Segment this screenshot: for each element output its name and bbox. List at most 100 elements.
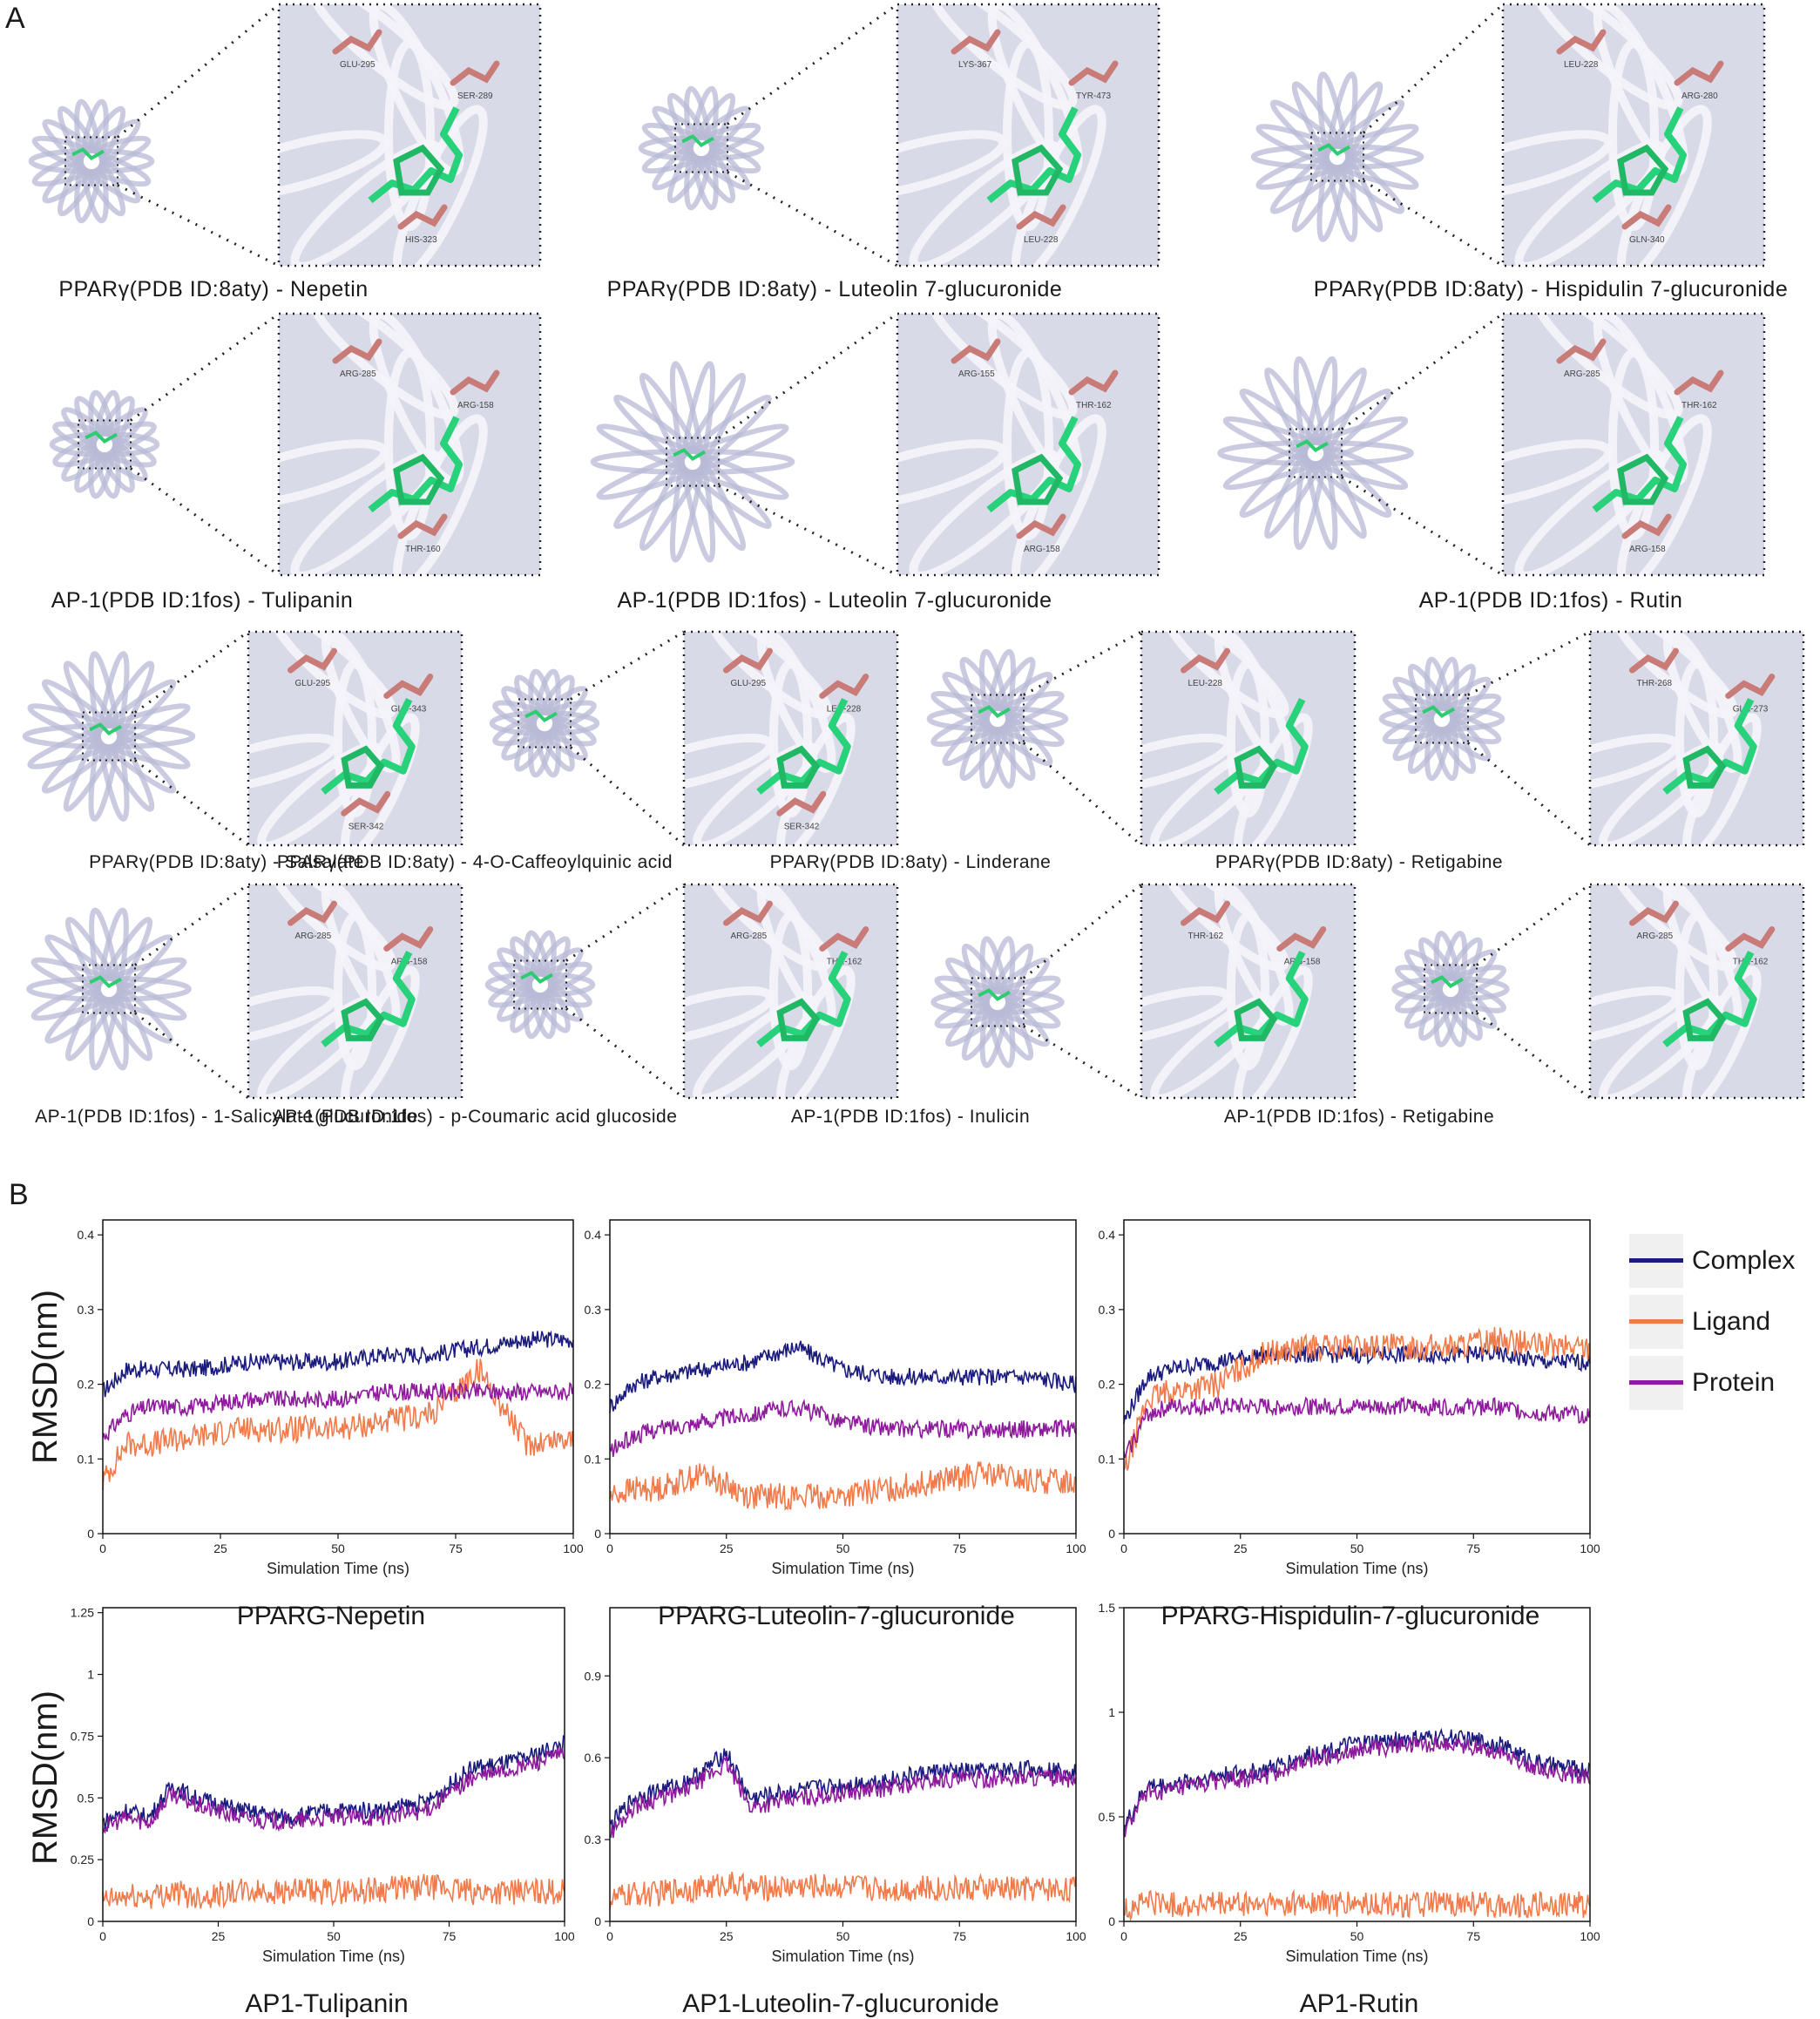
docking-caption-r1c3: PPARγ(PDB ID:8aty) - Hispidulin 7-glucur… — [1313, 277, 1789, 301]
binding-site-zoom: GLU-295 GLU-343 SER-342 — [248, 632, 462, 845]
protein-overview — [1391, 931, 1510, 1047]
series-complex-line — [102, 1330, 574, 1398]
x-tick-label: 50 — [836, 1541, 850, 1555]
binding-site-zoom: ARG-285 ARG-158 THR-160 — [279, 314, 540, 575]
rmsd-chart-1: 0 25 50 75 100 0 0.1 0.2 0.3 0.4 Simulation Time (… — [78, 1219, 584, 1577]
docking-caption-r4c1: AP-1(PDB ID:1fos) - 1-Salicylate glucuro… — [35, 1107, 418, 1127]
residue-label: ARG-155 — [958, 369, 995, 379]
series-protein-line — [1123, 1735, 1591, 1838]
x-tick-label: 50 — [331, 1541, 345, 1555]
series-ligand-line — [609, 1461, 1077, 1511]
docking-caption-r1c1: PPARγ(PDB ID:8aty) - Nepetin — [58, 277, 369, 301]
rmsd-chart-title-2: PPARG-Luteolin-7-glucuronide — [658, 1602, 1015, 1630]
y-tick-label: 0.75 — [71, 1729, 94, 1743]
y-tick-label: 1 — [87, 1668, 94, 1682]
y-tick-label: 0.6 — [585, 1751, 602, 1765]
binding-site-zoom: LYS-367 TYR-473 LEU-228 — [897, 4, 1159, 266]
x-tick-label: 25 — [213, 1541, 227, 1555]
y-tick-label: 0.2 — [585, 1378, 602, 1392]
y-tick-label: 0.3 — [78, 1303, 95, 1317]
series-ligand-line — [102, 1358, 574, 1491]
residue-label: HIS-323 — [405, 235, 437, 245]
legend-item-ligand: Ligand — [1629, 1291, 1795, 1352]
y-tick-label: 0.5 — [78, 1791, 95, 1805]
binding-site-zoom: LEU-228 ARG-280 GLN-340 — [1503, 4, 1764, 266]
residue-label: THR-162 — [1188, 932, 1224, 941]
y-tick-label: 0 — [594, 1914, 601, 1928]
residue-label: ARG-285 — [731, 932, 768, 941]
y-tick-label: 0.9 — [585, 1669, 602, 1683]
y-tick-label: 1.25 — [71, 1606, 94, 1620]
docking-figure-r3c4: THR-268 GLN-273 — [1378, 630, 1805, 847]
residue-label: LEU-228 — [827, 705, 862, 715]
x-tick-label: 75 — [952, 1541, 966, 1555]
docking-caption-r2c2: AP-1(PDB ID:1fos) - Luteolin 7-glucuroni… — [617, 588, 1052, 613]
series-ligand-line — [102, 1873, 565, 1909]
x-tick-label: 75 — [443, 1929, 457, 1943]
y-tick-label: 0.5 — [1099, 1810, 1116, 1824]
x-tick-label: 0 — [99, 1541, 106, 1555]
series-ligand-line — [1123, 1326, 1591, 1471]
panel-letter-a: A — [5, 2, 25, 35]
residue-label: LEU-228 — [1564, 60, 1599, 70]
legend-swatch — [1629, 1234, 1683, 1288]
x-tick-label: 75 — [449, 1541, 463, 1555]
legend-label: Protein — [1692, 1368, 1776, 1397]
x-tick-label: 75 — [952, 1929, 966, 1943]
x-tick-label: 100 — [554, 1929, 575, 1943]
series-ligand-line — [609, 1871, 1077, 1910]
y-tick-label: 0 — [87, 1914, 94, 1928]
y-tick-label: 0.1 — [585, 1452, 602, 1466]
x-tick-label: 75 — [1466, 1929, 1480, 1943]
x-tick-label: 0 — [1120, 1929, 1127, 1943]
docking-caption-r3c3: PPARγ(PDB ID:8aty) - Linderane — [769, 852, 1052, 872]
residue-label: LYS-367 — [958, 60, 992, 70]
legend-label: Complex — [1692, 1246, 1796, 1275]
panel-a-docking: A GLU-295 SER-289 HIS-323 PPARγ(PDB ID:8aty… — [5, 2, 1805, 1127]
docking-caption-r4c3: AP-1(PDB ID:1fos) - Inulicin — [790, 1107, 1031, 1127]
x-tick-label: 50 — [836, 1929, 850, 1943]
binding-site-zoom: GLU-295 LEU-228 SER-342 — [684, 632, 897, 845]
y-tick-label: 0 — [1108, 1527, 1115, 1541]
docking-figure-r3c2: GLU-295 LEU-228 SER-342 — [489, 630, 899, 847]
series-ligand-line — [1123, 1888, 1591, 1922]
docking-figure-r2c1: ARG-285 ARG-158 THR-160 — [49, 312, 542, 577]
rmsd-chart-title-1: PPARG-Nepetin — [236, 1602, 426, 1630]
legend-swatch — [1629, 1356, 1683, 1410]
x-tick-label: 75 — [1466, 1541, 1480, 1555]
x-tick-label: 100 — [563, 1541, 584, 1555]
rmsd-chart-6: 0 25 50 75 100 0 0.5 1 1.5 Simulation Time (ns) — [1099, 1601, 1600, 1965]
residue-label: GLN-340 — [1629, 235, 1665, 245]
binding-site-zoom: ARG-155 THR-162 ARG-158 — [897, 314, 1159, 575]
x-tick-label: 50 — [1350, 1929, 1364, 1943]
rmsd-chart-title-5: AP1-Luteolin-7-glucuronide — [682, 1989, 999, 2018]
legend-swatch — [1629, 1295, 1683, 1349]
y-tick-label: 0.3 — [585, 1833, 602, 1846]
residue-label: GLU-295 — [731, 679, 767, 688]
residue-label: LEU-228 — [1188, 679, 1223, 688]
docking-figure-r1c3: LEU-228 ARG-280 GLN-340 — [1250, 3, 1766, 268]
x-tick-label: 100 — [1580, 1541, 1600, 1555]
x-tick-label: 100 — [1066, 1929, 1086, 1943]
docking-caption-r1c2: PPARγ(PDB ID:8aty) - Luteolin 7-glucuron… — [606, 277, 1063, 301]
binding-site-zoom: THR-268 GLN-273 — [1590, 632, 1803, 845]
x-tick-label: 100 — [1066, 1541, 1086, 1555]
panel-b-rmsd: B RMSD(nm) RMSD(nm) 0 25 50 75 100 0 0.1 0.2 0.3… — [0, 1176, 1820, 2018]
docking-caption-r2c1: AP-1(PDB ID:1fos) - Tulipanin — [51, 588, 354, 613]
residue-label: THR-160 — [405, 545, 441, 554]
rmsd-chart-2: 0 25 50 75 100 0 0.1 0.2 0.3 0.4 Simulation Time (… — [585, 1219, 1086, 1577]
x-tick-label: 50 — [1350, 1541, 1364, 1555]
residue-label: LEU-228 — [1024, 235, 1059, 245]
y-tick-label: 0.4 — [1099, 1228, 1116, 1242]
protein-overview — [49, 390, 160, 499]
y-tick-label: 0.3 — [1099, 1303, 1116, 1317]
y-tick-label: 0.2 — [78, 1378, 95, 1392]
y-tick-label: 0.4 — [585, 1228, 602, 1242]
docking-caption-r4c4: AP-1(PDB ID:1fos) - Retigabine — [1223, 1107, 1495, 1127]
x-axis-label: Simulation Time (ns) — [1285, 1948, 1428, 1965]
panel-letter-b: B — [9, 1178, 29, 1211]
y-tick-label: 0 — [87, 1527, 94, 1541]
y-tick-label: 0 — [1108, 1914, 1115, 1928]
residue-label: SER-289 — [457, 91, 493, 101]
y-tick-label: 0.25 — [71, 1853, 94, 1867]
